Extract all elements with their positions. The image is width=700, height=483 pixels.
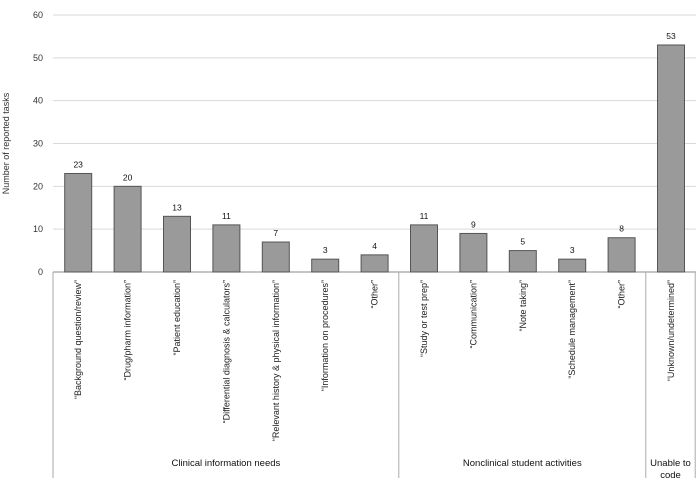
data-label: 3	[570, 245, 575, 255]
bar	[508, 250, 537, 273]
data-label: 53	[666, 31, 676, 41]
bar	[657, 44, 685, 273]
y-axis-title: Number of reported tasks	[1, 92, 11, 194]
category-label: “Relevant history & physical information…	[271, 280, 281, 441]
group-label: Nonclinical student activities	[463, 458, 582, 469]
bar	[163, 215, 191, 273]
data-label: 5	[520, 237, 525, 247]
data-label: 13	[172, 202, 182, 212]
bar	[261, 241, 290, 273]
category-label: “Patient education”	[172, 280, 182, 356]
group-labels: Clinical information needs Nonclinical st…	[52, 272, 696, 481]
category-label: “Schedule management”	[567, 280, 577, 379]
bar	[410, 224, 438, 273]
category-label: “Background question/review”	[73, 280, 83, 399]
bar	[113, 185, 142, 273]
data-label: 7	[273, 228, 278, 238]
group-label: Clinical information needs	[172, 458, 281, 469]
bar	[311, 258, 340, 273]
data-label: 3	[323, 245, 328, 255]
data-label: 9	[471, 219, 476, 229]
x-axis: “Background question/review” “Drug/pharm …	[73, 280, 676, 441]
data-label: 8	[619, 224, 624, 234]
y-tick-label: 60	[33, 10, 43, 20]
data-label: 11	[222, 211, 231, 221]
category-label: “Other”	[370, 280, 380, 309]
bar	[360, 254, 389, 273]
category-label: “Note taking”	[518, 280, 528, 332]
category-label: “Unknown/undetermined”	[666, 280, 676, 381]
data-label: 20	[123, 172, 133, 182]
bar	[607, 237, 636, 273]
y-tick-label: 40	[33, 96, 43, 106]
data-label: 4	[372, 241, 377, 251]
bar	[459, 232, 488, 273]
y-tick-label: 10	[33, 224, 43, 234]
bar	[64, 172, 93, 273]
category-label: “Differential diagnosis & calculators”	[221, 280, 231, 423]
y-tick-label: 50	[33, 53, 43, 63]
data-label: 11	[420, 211, 429, 221]
category-label: “Information on procedures”	[320, 280, 330, 391]
group-label: Unable to code	[650, 458, 691, 481]
bar	[558, 258, 587, 273]
gridlines	[53, 14, 696, 273]
y-tick-label: 0	[38, 267, 43, 277]
category-label: “Study or test prep”	[419, 280, 429, 357]
category-label: “Drug/pharm information”	[123, 280, 133, 381]
category-label: “Other”	[617, 280, 627, 309]
y-axis: 0 10 20 30 40 50 60	[33, 10, 43, 277]
y-tick-label: 20	[33, 181, 43, 191]
y-tick-label: 30	[33, 139, 43, 149]
data-label: 23	[73, 159, 83, 169]
bar	[212, 224, 241, 273]
category-label: “Communication”	[468, 280, 478, 349]
